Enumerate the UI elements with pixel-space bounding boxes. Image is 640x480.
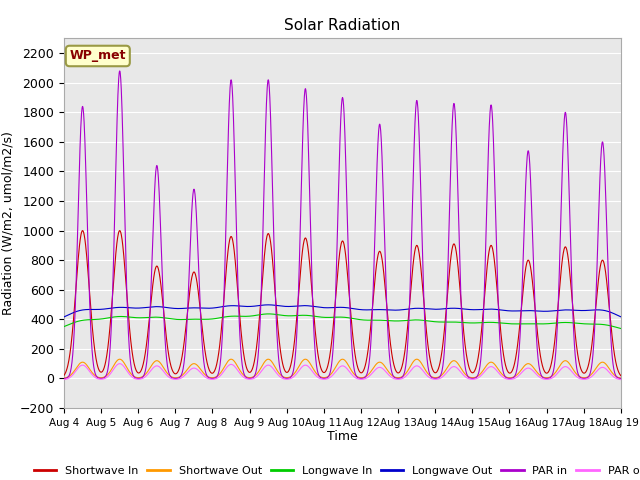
Y-axis label: Radiation (W/m2, umol/m2/s): Radiation (W/m2, umol/m2/s) [1, 131, 14, 315]
Legend: Shortwave In, Shortwave Out, Longwave In, Longwave Out, PAR in, PAR out: Shortwave In, Shortwave Out, Longwave In… [29, 462, 640, 480]
X-axis label: Time: Time [327, 431, 358, 444]
Text: WP_met: WP_met [70, 49, 126, 62]
Title: Solar Radiation: Solar Radiation [284, 18, 401, 33]
